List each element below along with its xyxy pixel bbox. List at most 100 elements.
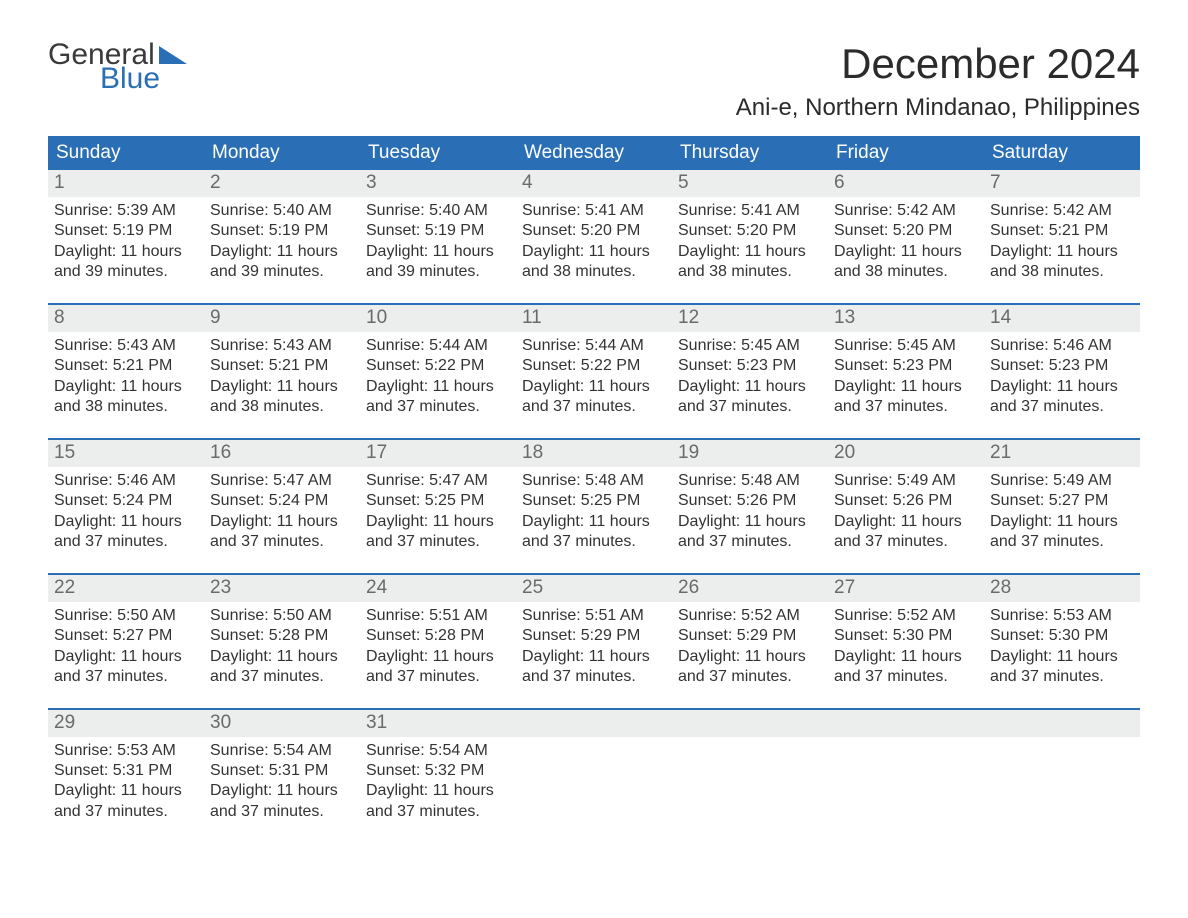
- daylight-text: Daylight: 11 hours and 38 minutes.: [678, 242, 822, 283]
- sunset-text: Sunset: 5:20 PM: [834, 221, 978, 241]
- sunrise-text: Sunrise: 5:41 AM: [522, 201, 666, 221]
- calendar-day: 25Sunrise: 5:51 AMSunset: 5:29 PMDayligh…: [516, 575, 672, 692]
- day-body: Sunrise: 5:43 AMSunset: 5:21 PMDaylight:…: [204, 332, 360, 422]
- daylight-text: Daylight: 11 hours and 37 minutes.: [678, 377, 822, 418]
- sunset-text: Sunset: 5:22 PM: [366, 356, 510, 376]
- sunset-text: Sunset: 5:29 PM: [678, 626, 822, 646]
- daylight-text: Daylight: 11 hours and 37 minutes.: [678, 647, 822, 688]
- day-number: 15: [48, 440, 204, 467]
- weekday-header: Saturday: [984, 136, 1140, 170]
- day-body: Sunrise: 5:47 AMSunset: 5:25 PMDaylight:…: [360, 467, 516, 557]
- calendar-day: 7Sunrise: 5:42 AMSunset: 5:21 PMDaylight…: [984, 170, 1140, 287]
- sunset-text: Sunset: 5:21 PM: [54, 356, 198, 376]
- day-body: Sunrise: 5:45 AMSunset: 5:23 PMDaylight:…: [672, 332, 828, 422]
- sunset-text: Sunset: 5:20 PM: [522, 221, 666, 241]
- day-body: Sunrise: 5:43 AMSunset: 5:21 PMDaylight:…: [48, 332, 204, 422]
- day-body: Sunrise: 5:40 AMSunset: 5:19 PMDaylight:…: [360, 197, 516, 287]
- calendar-day: 23Sunrise: 5:50 AMSunset: 5:28 PMDayligh…: [204, 575, 360, 692]
- day-number: 17: [360, 440, 516, 467]
- weekday-header: Tuesday: [360, 136, 516, 170]
- sunrise-text: Sunrise: 5:51 AM: [522, 606, 666, 626]
- daylight-text: Daylight: 11 hours and 37 minutes.: [834, 647, 978, 688]
- month-title: December 2024: [736, 40, 1140, 88]
- day-body: Sunrise: 5:53 AMSunset: 5:31 PMDaylight:…: [48, 737, 204, 827]
- day-number: 4: [516, 170, 672, 197]
- day-body: Sunrise: 5:54 AMSunset: 5:31 PMDaylight:…: [204, 737, 360, 827]
- calendar-day: 4Sunrise: 5:41 AMSunset: 5:20 PMDaylight…: [516, 170, 672, 287]
- day-body: Sunrise: 5:40 AMSunset: 5:19 PMDaylight:…: [204, 197, 360, 287]
- calendar-day: [984, 710, 1140, 827]
- sunrise-text: Sunrise: 5:53 AM: [990, 606, 1134, 626]
- daylight-text: Daylight: 11 hours and 37 minutes.: [990, 377, 1134, 418]
- sunset-text: Sunset: 5:24 PM: [54, 491, 198, 511]
- day-number: 12: [672, 305, 828, 332]
- day-body: [828, 737, 984, 745]
- day-body: Sunrise: 5:54 AMSunset: 5:32 PMDaylight:…: [360, 737, 516, 827]
- day-number: 25: [516, 575, 672, 602]
- sunrise-text: Sunrise: 5:44 AM: [366, 336, 510, 356]
- day-body: Sunrise: 5:48 AMSunset: 5:26 PMDaylight:…: [672, 467, 828, 557]
- day-body: Sunrise: 5:50 AMSunset: 5:27 PMDaylight:…: [48, 602, 204, 692]
- daylight-text: Daylight: 11 hours and 37 minutes.: [210, 512, 354, 553]
- day-body: [516, 737, 672, 745]
- day-number: 24: [360, 575, 516, 602]
- calendar-day: 21Sunrise: 5:49 AMSunset: 5:27 PMDayligh…: [984, 440, 1140, 557]
- sunset-text: Sunset: 5:23 PM: [990, 356, 1134, 376]
- sunset-text: Sunset: 5:31 PM: [210, 761, 354, 781]
- sunrise-text: Sunrise: 5:40 AM: [210, 201, 354, 221]
- sunrise-text: Sunrise: 5:50 AM: [54, 606, 198, 626]
- sunset-text: Sunset: 5:26 PM: [678, 491, 822, 511]
- calendar-day: 9Sunrise: 5:43 AMSunset: 5:21 PMDaylight…: [204, 305, 360, 422]
- sunrise-text: Sunrise: 5:49 AM: [834, 471, 978, 491]
- daylight-text: Daylight: 11 hours and 37 minutes.: [54, 512, 198, 553]
- sunset-text: Sunset: 5:28 PM: [366, 626, 510, 646]
- day-number: 29: [48, 710, 204, 737]
- sunset-text: Sunset: 5:29 PM: [522, 626, 666, 646]
- sunrise-text: Sunrise: 5:50 AM: [210, 606, 354, 626]
- calendar-day: 12Sunrise: 5:45 AMSunset: 5:23 PMDayligh…: [672, 305, 828, 422]
- calendar-day: 28Sunrise: 5:53 AMSunset: 5:30 PMDayligh…: [984, 575, 1140, 692]
- daylight-text: Daylight: 11 hours and 39 minutes.: [366, 242, 510, 283]
- calendar-day: [828, 710, 984, 827]
- calendar-week: 22Sunrise: 5:50 AMSunset: 5:27 PMDayligh…: [48, 573, 1140, 692]
- calendar-day: 20Sunrise: 5:49 AMSunset: 5:26 PMDayligh…: [828, 440, 984, 557]
- day-body: Sunrise: 5:45 AMSunset: 5:23 PMDaylight:…: [828, 332, 984, 422]
- day-number: 8: [48, 305, 204, 332]
- sunrise-text: Sunrise: 5:42 AM: [990, 201, 1134, 221]
- sunrise-text: Sunrise: 5:45 AM: [834, 336, 978, 356]
- day-number: 22: [48, 575, 204, 602]
- sunrise-text: Sunrise: 5:52 AM: [834, 606, 978, 626]
- day-number: 7: [984, 170, 1140, 197]
- page-header: General Blue December 2024 Ani-e, Northe…: [48, 40, 1140, 122]
- day-number: [672, 710, 828, 737]
- calendar-day: 5Sunrise: 5:41 AMSunset: 5:20 PMDaylight…: [672, 170, 828, 287]
- daylight-text: Daylight: 11 hours and 37 minutes.: [522, 512, 666, 553]
- day-body: Sunrise: 5:41 AMSunset: 5:20 PMDaylight:…: [672, 197, 828, 287]
- calendar-day: 8Sunrise: 5:43 AMSunset: 5:21 PMDaylight…: [48, 305, 204, 422]
- day-body: Sunrise: 5:42 AMSunset: 5:20 PMDaylight:…: [828, 197, 984, 287]
- daylight-text: Daylight: 11 hours and 37 minutes.: [210, 647, 354, 688]
- calendar-day: 6Sunrise: 5:42 AMSunset: 5:20 PMDaylight…: [828, 170, 984, 287]
- sunrise-text: Sunrise: 5:45 AM: [678, 336, 822, 356]
- sunset-text: Sunset: 5:21 PM: [210, 356, 354, 376]
- sunset-text: Sunset: 5:20 PM: [678, 221, 822, 241]
- sunset-text: Sunset: 5:27 PM: [54, 626, 198, 646]
- sunrise-text: Sunrise: 5:51 AM: [366, 606, 510, 626]
- calendar-day: 2Sunrise: 5:40 AMSunset: 5:19 PMDaylight…: [204, 170, 360, 287]
- day-body: Sunrise: 5:48 AMSunset: 5:25 PMDaylight:…: [516, 467, 672, 557]
- sunrise-text: Sunrise: 5:54 AM: [210, 741, 354, 761]
- day-body: Sunrise: 5:41 AMSunset: 5:20 PMDaylight:…: [516, 197, 672, 287]
- daylight-text: Daylight: 11 hours and 39 minutes.: [210, 242, 354, 283]
- day-number: 27: [828, 575, 984, 602]
- day-number: 6: [828, 170, 984, 197]
- flag-icon: [159, 46, 187, 64]
- day-number: [516, 710, 672, 737]
- day-number: 2: [204, 170, 360, 197]
- sunset-text: Sunset: 5:23 PM: [834, 356, 978, 376]
- sunset-text: Sunset: 5:28 PM: [210, 626, 354, 646]
- sunset-text: Sunset: 5:30 PM: [990, 626, 1134, 646]
- day-number: 20: [828, 440, 984, 467]
- day-number: [984, 710, 1140, 737]
- logo-text-blue: Blue: [100, 64, 187, 94]
- sunrise-text: Sunrise: 5:47 AM: [210, 471, 354, 491]
